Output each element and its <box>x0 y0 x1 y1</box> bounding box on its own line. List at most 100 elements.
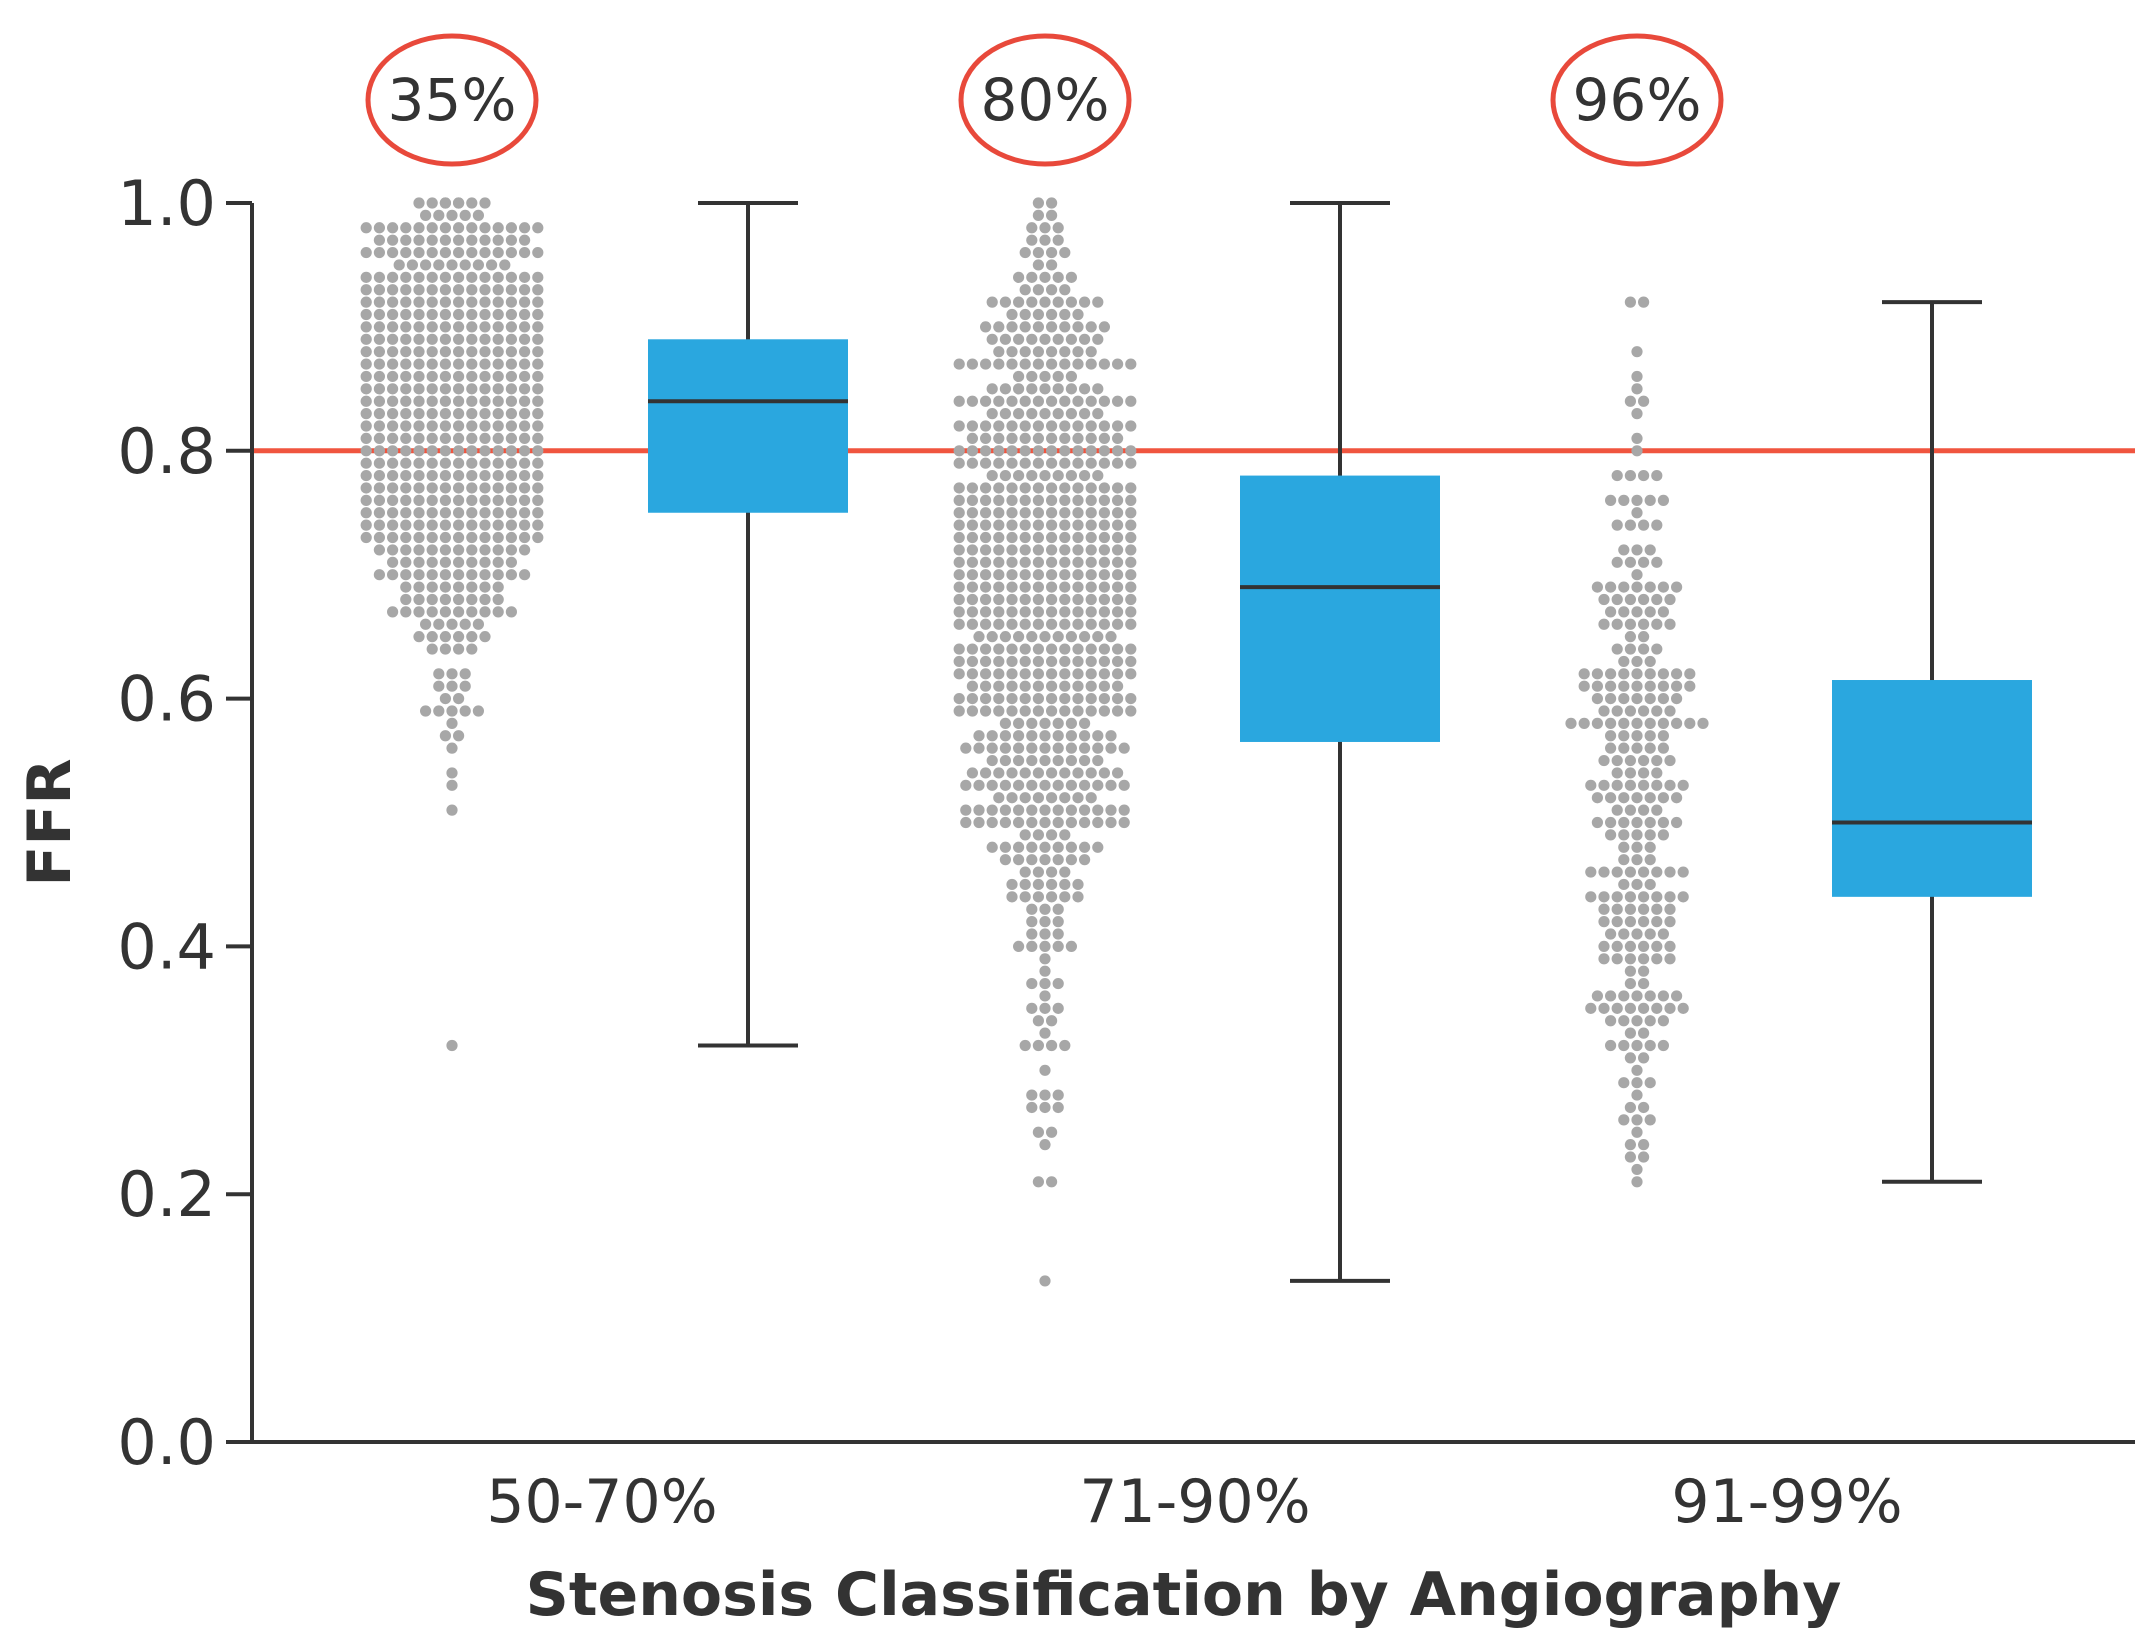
data-point <box>1098 606 1110 618</box>
data-point <box>1032 878 1044 891</box>
data-point <box>360 308 372 321</box>
data-point <box>1631 1064 1643 1076</box>
data-point <box>413 593 425 606</box>
data-point <box>466 321 478 333</box>
data-point <box>373 296 385 308</box>
data-point <box>1052 717 1064 729</box>
data-point <box>1065 779 1077 791</box>
data-point <box>1598 940 1610 953</box>
data-point <box>400 408 412 420</box>
data-point <box>466 643 478 655</box>
data-point <box>492 469 504 482</box>
data-point <box>426 445 438 457</box>
data-point <box>980 680 992 692</box>
data-point <box>1651 1002 1663 1014</box>
data-point <box>1664 903 1676 915</box>
data-point <box>1046 308 1058 321</box>
data-point <box>1638 1151 1650 1163</box>
data-point <box>519 383 531 395</box>
data-point <box>479 507 491 519</box>
data-point <box>1059 680 1071 692</box>
data-point <box>1006 618 1018 630</box>
data-point <box>1585 779 1597 791</box>
data-point <box>1079 742 1091 754</box>
data-point <box>387 519 399 531</box>
data-point <box>492 556 504 568</box>
data-point <box>519 507 531 519</box>
data-point <box>519 408 531 420</box>
data-point <box>1624 940 1636 953</box>
data-point <box>1013 631 1025 643</box>
data-point <box>453 271 465 283</box>
data-point <box>999 816 1012 829</box>
data-point <box>1092 804 1104 816</box>
data-point <box>966 705 979 717</box>
data-point <box>1598 618 1610 630</box>
data-point <box>1039 977 1051 990</box>
data-point <box>426 507 438 519</box>
data-point <box>505 408 517 420</box>
data-point <box>999 296 1012 308</box>
data-point <box>466 346 478 358</box>
data-point <box>1618 730 1630 742</box>
data-point <box>1631 544 1643 556</box>
data-point <box>1059 457 1071 469</box>
data-point <box>505 469 517 482</box>
data-point <box>387 271 399 283</box>
data-point <box>426 643 438 655</box>
data-point <box>360 531 372 544</box>
data-point <box>1611 643 1623 655</box>
data-point <box>1631 854 1643 866</box>
data-point <box>1039 1089 1051 1101</box>
data-point <box>439 643 451 655</box>
data-point <box>1032 581 1044 593</box>
data-point <box>439 271 451 283</box>
data-point <box>505 370 517 383</box>
data-point <box>479 432 491 445</box>
data-point <box>1611 593 1623 606</box>
data-point <box>1046 556 1058 568</box>
data-point <box>413 531 425 544</box>
data-point <box>453 482 465 494</box>
data-point <box>519 308 531 321</box>
data-point <box>1651 754 1663 767</box>
data-point <box>999 730 1012 742</box>
data-point <box>413 507 425 519</box>
data-point <box>1059 321 1071 333</box>
data-point <box>1006 346 1018 358</box>
data-point <box>1624 1139 1636 1151</box>
data-point <box>1046 1039 1058 1052</box>
data-point <box>966 494 979 506</box>
data-point <box>426 383 438 395</box>
data-point <box>505 333 517 345</box>
data-point <box>400 432 412 445</box>
data-point <box>1112 680 1124 692</box>
data-point <box>1046 445 1058 457</box>
data-point <box>1085 321 1097 333</box>
data-point <box>1631 1039 1643 1052</box>
data-point <box>1664 1002 1676 1014</box>
data-point <box>1125 606 1137 618</box>
data-point <box>1032 767 1044 779</box>
data-point <box>1585 891 1597 903</box>
data-point <box>1085 507 1097 519</box>
data-point <box>466 222 478 234</box>
data-point <box>1059 507 1071 519</box>
data-point <box>1605 742 1617 754</box>
data-point <box>492 346 504 358</box>
data-point <box>413 544 425 556</box>
data-point <box>1092 408 1104 420</box>
data-point <box>426 519 438 531</box>
data-point <box>993 457 1005 469</box>
data-point <box>413 581 425 593</box>
data-point <box>1651 643 1663 655</box>
data-point <box>1039 742 1051 754</box>
y-axis-title: FFR <box>15 758 85 886</box>
data-point <box>1059 767 1071 779</box>
data-point <box>1618 606 1630 618</box>
data-point <box>426 197 438 209</box>
data-point <box>373 346 385 358</box>
data-point <box>986 408 998 420</box>
data-point <box>492 333 504 345</box>
data-point <box>1624 1027 1636 1039</box>
